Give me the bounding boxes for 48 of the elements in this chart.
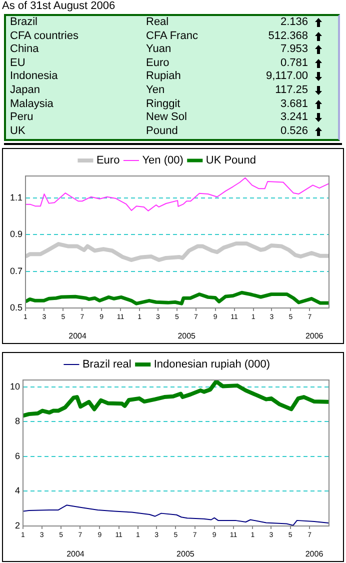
category-label: China [10, 43, 39, 57]
y-tick-label: 10 [10, 381, 20, 392]
data-label: 3.681 [280, 98, 308, 112]
x2-tick-label: 2006 [305, 331, 324, 340]
category-label: UK [10, 124, 26, 138]
x2-tick-label: 2005 [178, 331, 196, 340]
y-tick-label: 2 [14, 520, 20, 530]
y-tick-label: 6 [14, 450, 20, 461]
text: As of 31st August 2006 [2, 0, 116, 12]
category-label: Japan [10, 84, 40, 98]
data-label: 2.136 [280, 16, 308, 30]
data-label: 0.526 [280, 124, 308, 138]
category-label: Brazil [10, 16, 38, 30]
legend-label: Euro [96, 154, 120, 167]
y-tick-label: 8 [14, 416, 20, 426]
x2-tick-label: 2005 [176, 549, 195, 558]
category-label: Ringgit [146, 98, 180, 110]
category-label: Indonesia [10, 70, 58, 84]
y-tick-label: 0.9 [10, 229, 23, 240]
category-label: Rupiah [146, 70, 181, 82]
category-label: CFA countries [10, 30, 78, 44]
data-label: 7.953 [280, 43, 308, 57]
category-label: Real [146, 16, 169, 28]
legend-label: Indonesian rupiah (000) [154, 358, 270, 371]
category-label: Peru [10, 111, 34, 125]
x2-tick-label: 2004 [66, 549, 85, 558]
data-label: 3.241 [280, 111, 308, 125]
category-label: Euro [146, 56, 170, 69]
category-label: New Sol [146, 111, 187, 124]
legend-label: UK Pound [206, 154, 256, 167]
category-label: Yen [146, 84, 165, 96]
data-label: 117.25 [275, 84, 308, 98]
category-label: EU [10, 56, 26, 70]
legend-label: Brazil real [82, 358, 132, 371]
data-label: 0.781 [280, 56, 308, 70]
category-label: Yuan [146, 43, 172, 56]
legend-label: Yen (00) [142, 154, 184, 167]
y-tick-label: 4 [14, 486, 20, 496]
x2-tick-label: 2006 [305, 549, 324, 558]
y-tick-label: 0.7 [10, 266, 23, 276]
y-tick-label: 1.1 [10, 192, 23, 202]
data-label: 9,117.00 [266, 70, 308, 84]
category-label: Malaysia [10, 98, 54, 112]
category-label: CFA Franc [146, 30, 198, 42]
x2-tick-label: 2004 [68, 331, 87, 340]
data-label: 512.368 [268, 30, 308, 44]
category-label: Pound [146, 124, 178, 137]
y-tick-label: 0.5 [10, 302, 23, 312]
